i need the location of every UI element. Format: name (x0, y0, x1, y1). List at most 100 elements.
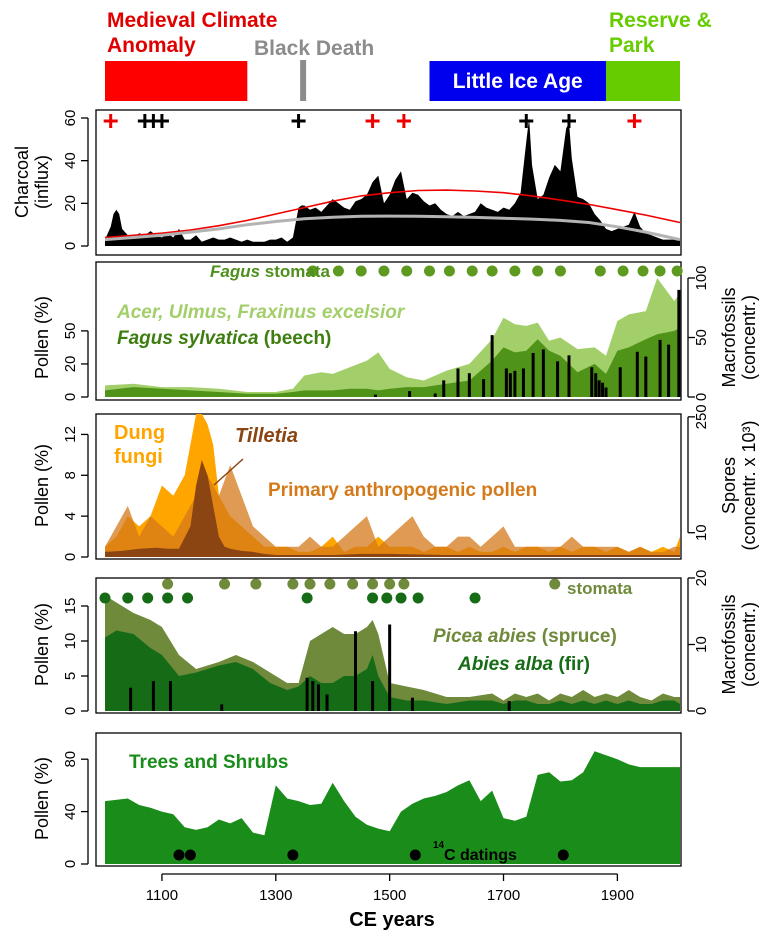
x-tick-label: 1700 (487, 887, 520, 904)
reserve-bar (605, 61, 680, 101)
fagus-label: Fagus sylvatica (beech) (117, 328, 331, 349)
trees-label: Trees and Shrubs (129, 752, 288, 773)
fire-event-black (519, 114, 534, 128)
fire-event-red (103, 114, 118, 128)
c14-superscript: 14 (433, 840, 445, 851)
stomata-dot-picea (384, 578, 396, 590)
conifer-panel: stomata Picea abies (spruce) Abies alba (f… (32, 570, 759, 716)
y-tick-label: 50 (62, 323, 79, 340)
tilletia-label: Tilletia (235, 425, 298, 447)
panel-frame (95, 413, 682, 560)
black-death-label: Black Death (254, 37, 374, 60)
primary-pollen-area (105, 465, 680, 557)
y-tick-label: 8 (62, 471, 79, 479)
x-tick-label: 1100 (146, 887, 178, 904)
y-tick-label: 40 (62, 803, 79, 820)
fire-event-black (561, 114, 576, 128)
y-axis-title: Pollen (%) (32, 757, 52, 840)
y-tick-label: 20 (62, 195, 79, 212)
stomata-dot-abies (381, 592, 393, 604)
abies-common: (fir) (553, 654, 590, 675)
stomata-dot-picea (398, 578, 410, 590)
background-grey-line (104, 214, 681, 242)
y-axis-title: Charcoal (12, 146, 32, 218)
background-red-line (104, 189, 681, 239)
stomata-dot (401, 265, 413, 277)
charcoal-area (105, 118, 680, 246)
y-tick-label: 20 (62, 356, 79, 373)
c14-dating-dot (557, 849, 569, 861)
tilletia-pointer (213, 458, 244, 486)
right-axis-title: Macrofossils (719, 287, 739, 387)
mca-bar (105, 61, 248, 101)
fagus-common: (beech) (259, 328, 332, 349)
stomata-dot (594, 265, 606, 277)
fagus-panel: Fagus stomata Acer, Ulmus, Fraxinus excel… (32, 261, 759, 401)
primary-label: Primary anthropogenic pollen (268, 480, 537, 501)
right-tick-label: 0 (693, 393, 710, 401)
fagus-italic: Fagus sylvatica (117, 328, 259, 349)
dung-label-1: Dung (114, 422, 165, 444)
c14-label: C datings (444, 847, 517, 864)
picea-italic: Picea abies (433, 626, 537, 647)
stomata-dot-picea (304, 578, 316, 590)
y-tick-label: 0 (62, 242, 79, 250)
y-axis-title: Pollen (%) (32, 444, 52, 527)
y-axis-title: (influx) (32, 155, 52, 209)
panel-frame (95, 261, 682, 401)
abies-label: Abies alba (fir) (457, 654, 590, 675)
fire-event-black (154, 114, 169, 128)
y-tick-label: 5 (62, 672, 79, 680)
y-tick-label: 0 (62, 553, 79, 561)
aux-label: Acer, Ulmus, Fraxinus excelsior (116, 302, 406, 323)
fire-event-red (627, 114, 642, 128)
picea-label: Picea abies (spruce) (433, 626, 617, 647)
trees-shrubs-panel: Trees and Shrubs 14C datings 0 40 80 Pollen (… (32, 732, 682, 868)
stomata-dot-abies (395, 592, 407, 604)
stomata-dot (332, 265, 344, 277)
y-tick-label: 40 (62, 152, 79, 169)
stomata-word: stomata (260, 262, 330, 281)
stomata-dot (443, 265, 455, 277)
stomata-dot-abies (412, 592, 424, 604)
c14-dating-dot (287, 849, 299, 861)
right-axis-title: Spores (719, 457, 739, 514)
panel-frame (95, 732, 682, 867)
y-tick-label: 0 (62, 707, 79, 715)
c14-dating-dot (184, 849, 196, 861)
y-tick-label: 0 (62, 860, 79, 868)
stomata-dot-picea (162, 578, 174, 590)
stomata-dot-picea (549, 578, 561, 590)
y-tick-label: 12 (62, 426, 79, 443)
stomata-dot (637, 265, 649, 277)
right-axis-title: (concentr.) (739, 295, 759, 380)
stomata-dot-picea (347, 578, 359, 590)
stomata-dot (355, 265, 367, 277)
stomata-dot-abies (367, 592, 379, 604)
fire-event-red (396, 114, 411, 128)
right-axis-title: Macrofossils (719, 594, 739, 694)
stomata-dot-picea (219, 578, 231, 590)
right-axis-title: (concentr.) (739, 602, 759, 687)
stomata-dot-abies (162, 592, 174, 604)
stomata-dot-abies (99, 592, 111, 604)
dung-label-2: fungi (114, 446, 163, 468)
stomata-dot-picea (287, 578, 299, 590)
stomata-dot-abies (469, 592, 481, 604)
stomata-dot (509, 265, 521, 277)
right-tick-label: 20 (693, 570, 710, 587)
stomata-dot (654, 265, 666, 277)
x-axis: 1100 1300 1500 1700 1900 CE years (146, 873, 634, 931)
stomata-taxon: Fagus (210, 262, 260, 281)
stomata-label: stomata (567, 579, 633, 598)
stomata-dot-picea (250, 578, 262, 590)
stomata-dot-picea (324, 578, 336, 590)
c14-dating-dot (409, 849, 421, 861)
mca-label-1: Medieval Climate (107, 9, 277, 32)
black-death-bar (300, 60, 307, 101)
stomata-dot-abies (301, 592, 313, 604)
stomata-dot-abies (122, 592, 134, 604)
right-tick-label: 0 (693, 707, 710, 715)
